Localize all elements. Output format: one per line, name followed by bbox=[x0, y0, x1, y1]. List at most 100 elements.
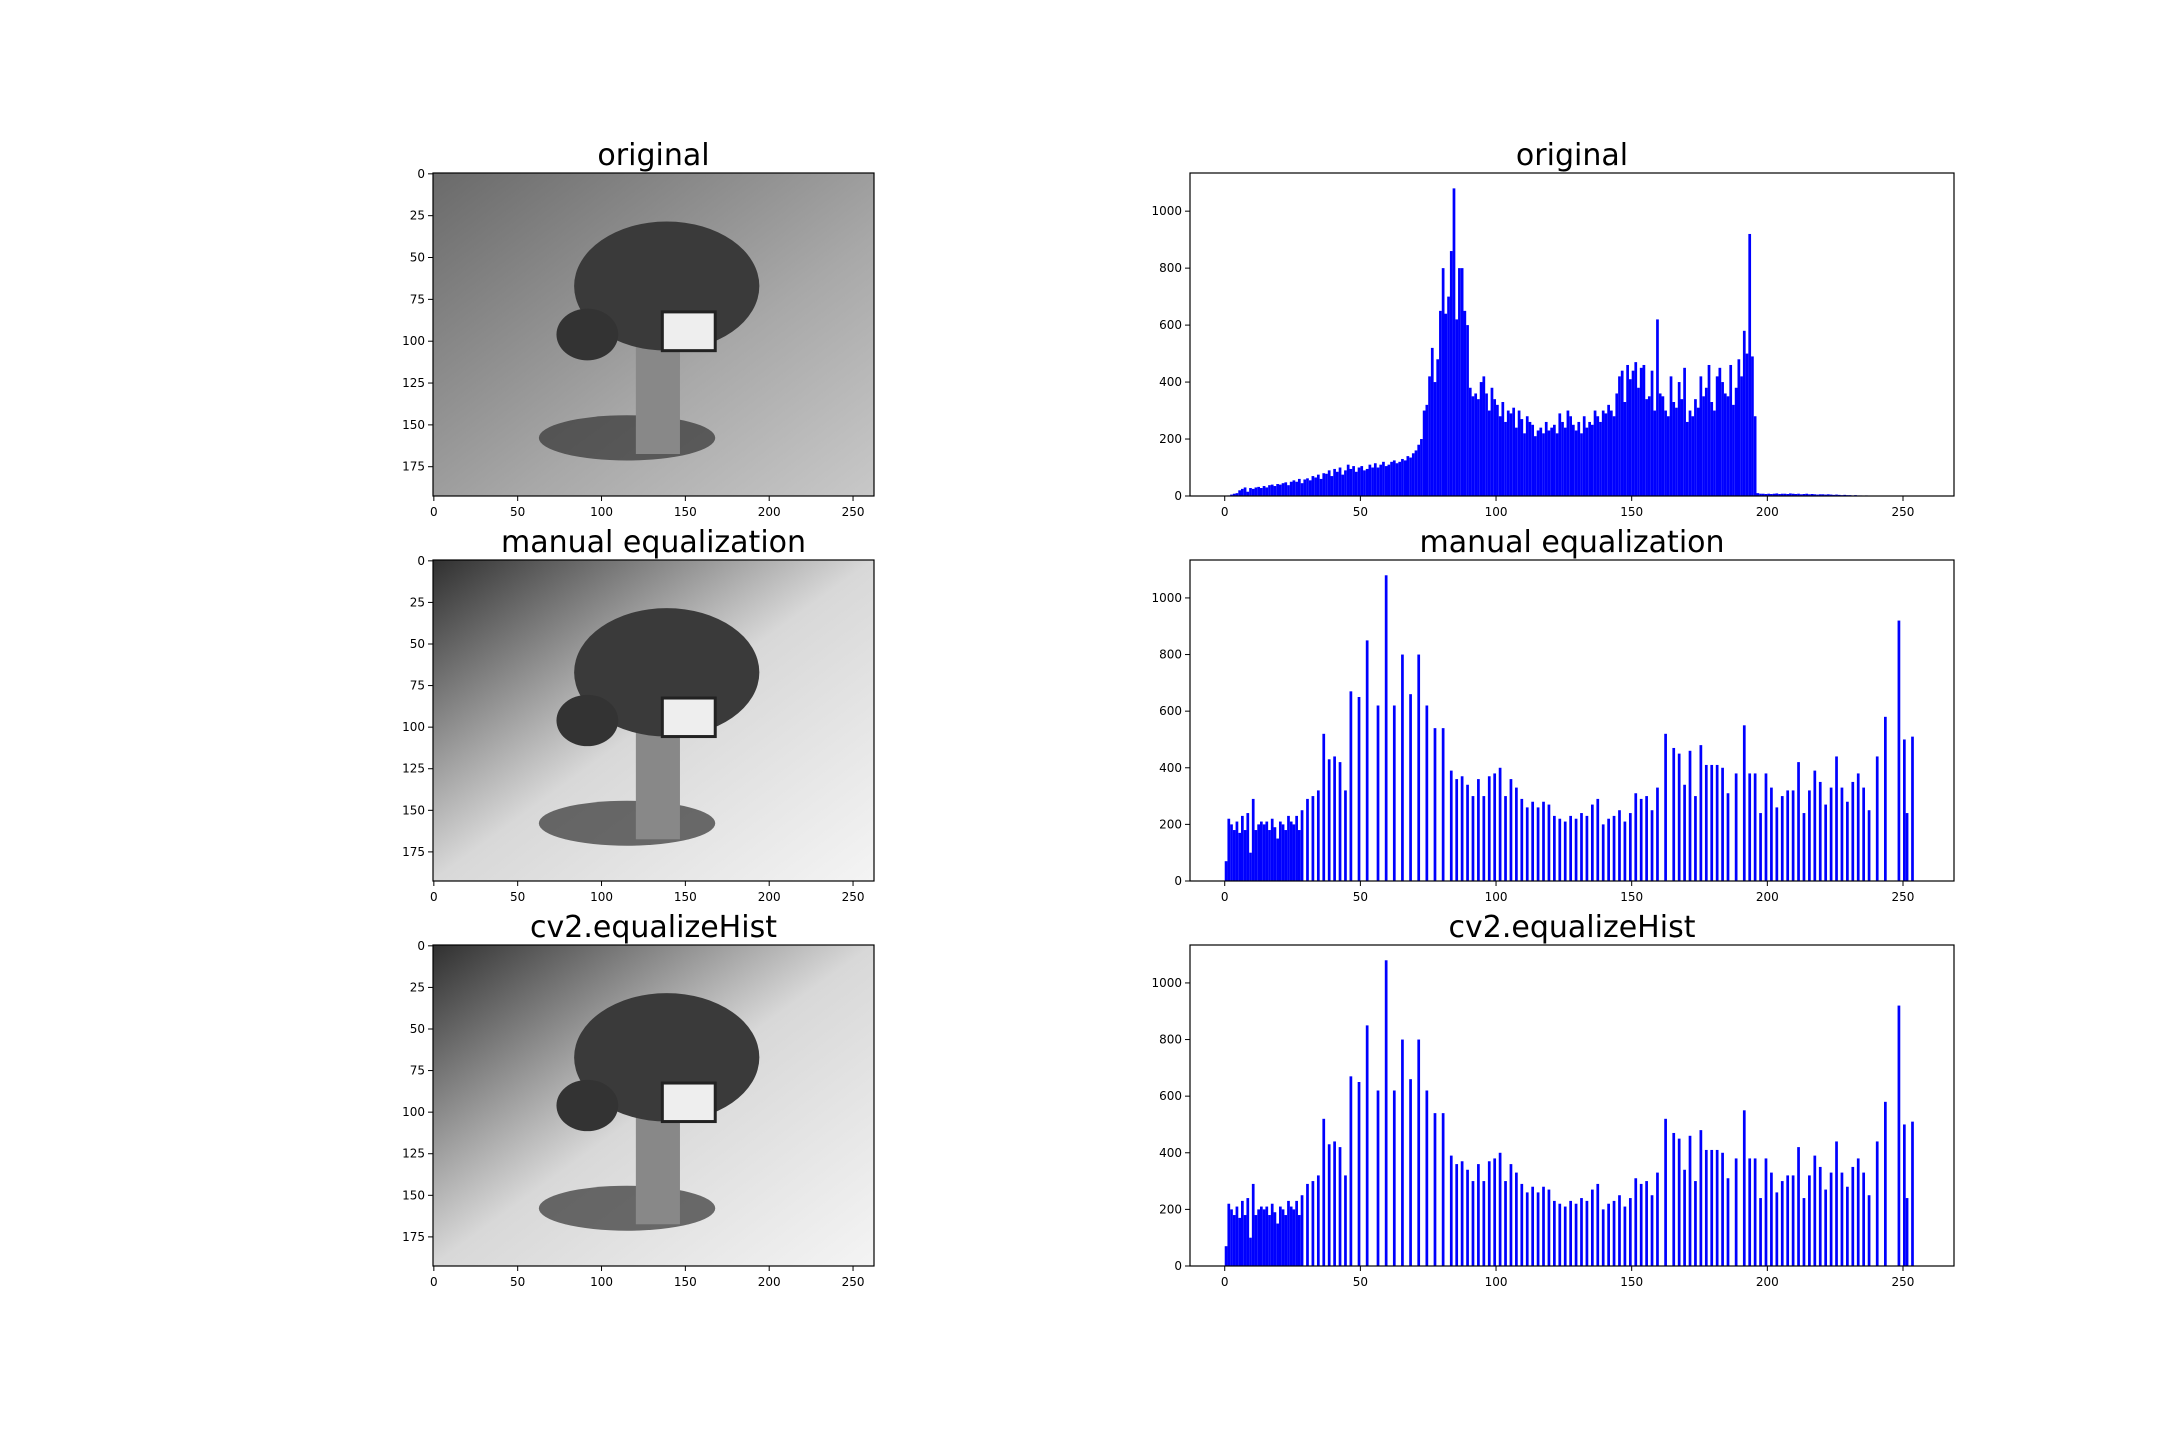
bar bbox=[1246, 492, 1249, 496]
bar bbox=[1428, 376, 1431, 496]
bar bbox=[1689, 411, 1692, 496]
image-shadow bbox=[539, 1186, 715, 1231]
image-head bbox=[556, 309, 618, 361]
bar bbox=[1531, 802, 1534, 881]
bar bbox=[1580, 813, 1583, 881]
x-tick-label: 150 bbox=[674, 890, 697, 904]
bar bbox=[1317, 790, 1320, 881]
bar bbox=[1393, 705, 1396, 881]
bar bbox=[1450, 771, 1453, 881]
bar bbox=[1436, 359, 1439, 496]
bar bbox=[1716, 376, 1719, 496]
bar bbox=[1846, 802, 1849, 881]
bar bbox=[1577, 422, 1580, 496]
bar bbox=[1317, 475, 1320, 496]
bar bbox=[1786, 1175, 1789, 1266]
bar bbox=[1618, 810, 1621, 881]
bar bbox=[1645, 1181, 1648, 1266]
bar bbox=[1819, 1167, 1822, 1266]
x-tick-label: 150 bbox=[674, 505, 697, 519]
bar bbox=[1344, 470, 1347, 496]
x-tick-label: 150 bbox=[1620, 1275, 1643, 1289]
y-tick-label: 600 bbox=[1159, 1089, 1182, 1103]
y-tick-label: 0 bbox=[417, 554, 425, 568]
bar bbox=[1417, 655, 1420, 881]
bar bbox=[1439, 311, 1442, 496]
bar bbox=[1732, 405, 1735, 496]
bar bbox=[1290, 1207, 1293, 1266]
bar bbox=[1265, 822, 1268, 881]
y-tick-label: 100 bbox=[402, 334, 425, 348]
bar bbox=[1227, 1204, 1230, 1266]
bar bbox=[1336, 472, 1339, 496]
bar bbox=[1501, 402, 1504, 496]
bar bbox=[1898, 621, 1901, 881]
bar bbox=[1643, 365, 1646, 496]
x-tick-label: 50 bbox=[510, 890, 525, 904]
bar bbox=[1496, 405, 1499, 496]
bar bbox=[1708, 365, 1711, 496]
bar bbox=[1545, 422, 1548, 496]
bar bbox=[1539, 428, 1542, 496]
bar bbox=[1488, 411, 1491, 496]
bar bbox=[1651, 371, 1654, 496]
bar bbox=[1672, 748, 1675, 881]
bar bbox=[1504, 422, 1507, 496]
bar bbox=[1558, 413, 1561, 496]
bar bbox=[1691, 416, 1694, 496]
subplot-title: manual equalization bbox=[1419, 525, 1724, 560]
bar bbox=[1417, 1040, 1420, 1266]
bar bbox=[1409, 694, 1412, 881]
bar bbox=[1632, 371, 1635, 496]
bar bbox=[1515, 788, 1518, 881]
bar bbox=[1322, 1119, 1325, 1266]
x-tick-label: 200 bbox=[1756, 505, 1779, 519]
bar bbox=[1493, 1158, 1496, 1266]
y-tick-label: 25 bbox=[410, 595, 425, 609]
bar bbox=[1480, 382, 1483, 496]
bar bbox=[1656, 788, 1659, 881]
bar bbox=[1298, 830, 1301, 881]
bar bbox=[1624, 402, 1627, 496]
bar bbox=[1241, 1201, 1244, 1266]
bar bbox=[1672, 1133, 1675, 1266]
bar bbox=[1279, 1207, 1282, 1266]
x-tick-label: 100 bbox=[1485, 505, 1508, 519]
subplot-title: original bbox=[597, 138, 709, 173]
x-tick-label: 50 bbox=[1353, 505, 1368, 519]
bar bbox=[1710, 765, 1713, 881]
bar bbox=[1618, 1195, 1621, 1266]
bar bbox=[1735, 1158, 1738, 1266]
bar bbox=[1230, 824, 1233, 881]
bar bbox=[1472, 1181, 1475, 1266]
bar bbox=[1596, 416, 1599, 496]
bar bbox=[1629, 813, 1632, 881]
bar bbox=[1683, 368, 1686, 496]
bar bbox=[1328, 1144, 1331, 1266]
bar bbox=[1748, 1158, 1751, 1266]
x-tick-label: 0 bbox=[1221, 505, 1229, 519]
bar bbox=[1238, 1218, 1241, 1266]
bar bbox=[1813, 1156, 1816, 1266]
bar bbox=[1350, 691, 1353, 881]
bar bbox=[1301, 1195, 1304, 1266]
y-tick-label: 600 bbox=[1159, 318, 1182, 332]
y-tick-label: 50 bbox=[410, 251, 425, 265]
bar bbox=[1656, 1173, 1659, 1266]
y-tick-label: 175 bbox=[402, 1230, 425, 1244]
bar bbox=[1518, 411, 1521, 496]
bar bbox=[1339, 468, 1342, 496]
y-tick-label: 175 bbox=[402, 845, 425, 859]
bar bbox=[1341, 475, 1344, 496]
y-tick-label: 25 bbox=[410, 209, 425, 223]
bar bbox=[1618, 376, 1621, 496]
bar bbox=[1803, 1198, 1806, 1266]
bar bbox=[1700, 1130, 1703, 1266]
bar bbox=[1377, 1090, 1380, 1266]
bar bbox=[1667, 416, 1670, 496]
y-tick-label: 800 bbox=[1159, 648, 1182, 662]
bar bbox=[1504, 1181, 1507, 1266]
bar bbox=[1425, 705, 1428, 881]
bar bbox=[1862, 1173, 1865, 1266]
